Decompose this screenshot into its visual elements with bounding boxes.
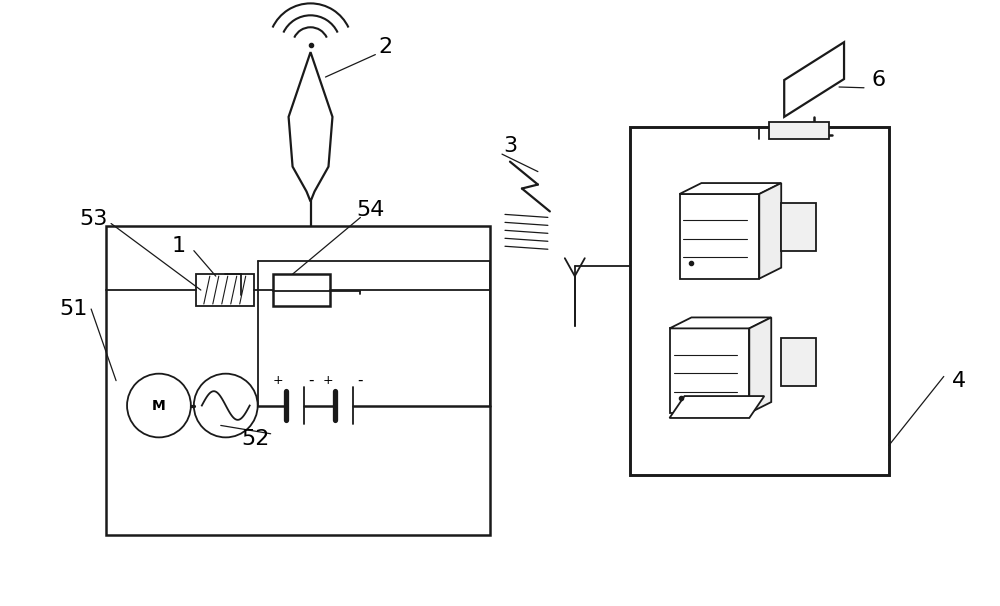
Text: 4: 4 xyxy=(952,371,966,391)
Text: 53: 53 xyxy=(79,208,107,228)
Polygon shape xyxy=(222,267,268,295)
Bar xyxy=(781,338,816,385)
Polygon shape xyxy=(289,52,332,201)
Bar xyxy=(781,204,816,251)
Polygon shape xyxy=(759,183,781,279)
Bar xyxy=(281,306,340,351)
Circle shape xyxy=(127,374,191,438)
Bar xyxy=(670,328,749,413)
Text: 6: 6 xyxy=(872,70,886,90)
Text: 3: 3 xyxy=(503,136,517,156)
Text: +: + xyxy=(272,374,283,387)
Bar xyxy=(273,274,330,306)
Text: M: M xyxy=(152,399,166,413)
Bar xyxy=(680,194,759,279)
Polygon shape xyxy=(749,318,771,413)
Bar xyxy=(106,227,490,535)
Polygon shape xyxy=(230,257,275,267)
Polygon shape xyxy=(670,318,771,328)
Polygon shape xyxy=(670,396,764,418)
Text: 52: 52 xyxy=(241,428,270,448)
Circle shape xyxy=(194,374,258,438)
Bar xyxy=(630,127,889,475)
Text: 51: 51 xyxy=(59,299,87,319)
Text: 2: 2 xyxy=(378,36,392,56)
Bar xyxy=(196,274,254,306)
Text: 54: 54 xyxy=(356,199,385,219)
Text: +: + xyxy=(322,374,333,387)
Text: -: - xyxy=(308,373,313,388)
Polygon shape xyxy=(680,183,781,194)
Polygon shape xyxy=(769,122,829,139)
Text: -: - xyxy=(358,373,363,388)
Polygon shape xyxy=(784,42,844,117)
Text: 1: 1 xyxy=(172,236,186,256)
